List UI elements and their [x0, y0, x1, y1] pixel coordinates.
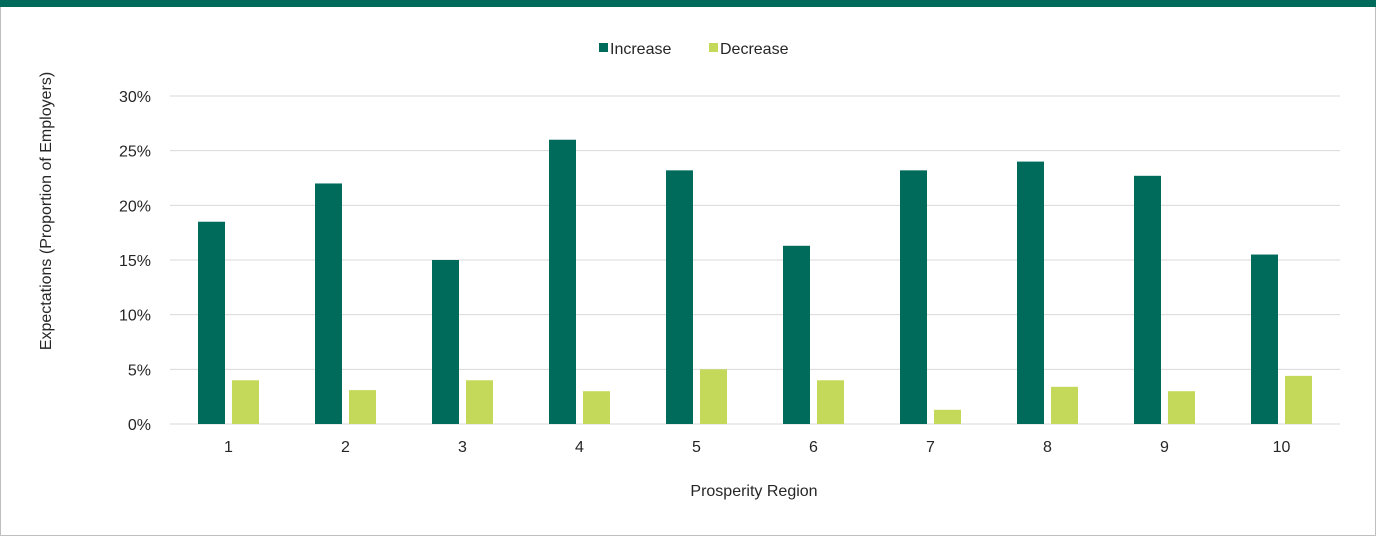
- gridlines: [170, 95, 1340, 425]
- x-tick-label: 8: [1043, 439, 1052, 456]
- bar-increase-region-5: [666, 170, 693, 424]
- bar-increase-region-2: [315, 183, 342, 424]
- x-tick-label: 6: [809, 439, 818, 456]
- bar-increase-region-10: [1251, 254, 1278, 424]
- bar-increase-region-1: [198, 221, 225, 424]
- bar-increase-region-8: [1017, 161, 1044, 424]
- bar-decrease-region-6: [817, 380, 844, 424]
- y-tick-label: 20%: [119, 198, 151, 215]
- bar-decrease-region-3: [466, 380, 493, 424]
- x-axis-ticks: 1 2 3 4 5 6 7 8 9 10: [224, 439, 1290, 456]
- bars: [198, 139, 1312, 424]
- bar-decrease-region-5: [700, 369, 727, 424]
- legend-label-decrease: Decrease: [720, 41, 789, 58]
- y-tick-label: 25%: [119, 144, 151, 161]
- bar-decrease-region-7: [934, 409, 961, 424]
- x-tick-label: 4: [575, 439, 584, 456]
- bar-decrease-region-9: [1168, 391, 1195, 424]
- bar-decrease-region-8: [1051, 386, 1078, 424]
- legend-label-increase: Increase: [610, 41, 671, 58]
- x-tick-label: 9: [1160, 439, 1169, 456]
- x-tick-label: 1: [224, 439, 233, 456]
- y-axis-ticks: 0% 5% 10% 15% 20% 25% 30%: [119, 89, 151, 434]
- y-axis-title: Expectations (Proportion of Employers): [38, 72, 55, 350]
- x-tick-label: 3: [458, 439, 467, 456]
- legend-swatch-increase: [599, 43, 608, 52]
- x-tick-label: 5: [692, 439, 701, 456]
- x-tick-label: 2: [341, 439, 350, 456]
- bar-decrease-region-1: [232, 380, 259, 424]
- x-tick-label: 7: [926, 439, 935, 456]
- x-axis-title: Prosperity Region: [690, 483, 817, 500]
- bar-decrease-region-4: [583, 391, 610, 424]
- bar-increase-region-9: [1134, 175, 1161, 424]
- bar-increase-region-4: [549, 139, 576, 424]
- y-tick-label: 5%: [128, 362, 151, 379]
- bar-increase-region-3: [432, 260, 459, 424]
- bar-increase-region-6: [783, 245, 810, 424]
- y-tick-label: 0%: [128, 417, 151, 434]
- y-tick-label: 15%: [119, 253, 151, 270]
- y-tick-label: 30%: [119, 89, 151, 106]
- bar-increase-region-7: [900, 170, 927, 424]
- y-tick-label: 10%: [119, 308, 151, 325]
- legend: Increase Decrease: [599, 41, 789, 58]
- bar-decrease-region-2: [349, 390, 376, 424]
- top-accent-bar: [0, 0, 1376, 7]
- bar-decrease-region-10: [1285, 375, 1312, 424]
- legend-swatch-decrease: [709, 43, 718, 52]
- x-tick-label: 10: [1273, 439, 1291, 456]
